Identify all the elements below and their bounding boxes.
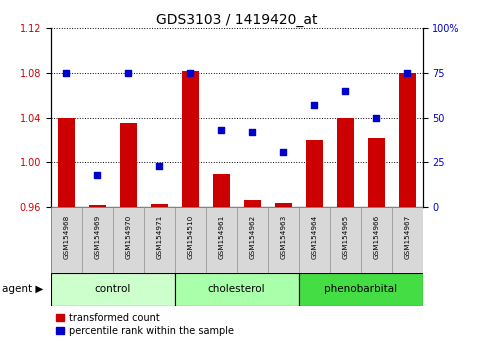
Point bbox=[279, 149, 287, 154]
Bar bbox=[329, 207, 361, 273]
Bar bbox=[57, 118, 75, 207]
Text: GSM154965: GSM154965 bbox=[342, 215, 348, 259]
Bar bbox=[151, 204, 168, 207]
Title: GDS3103 / 1419420_at: GDS3103 / 1419420_at bbox=[156, 13, 317, 27]
Bar bbox=[182, 71, 199, 207]
Text: GSM154970: GSM154970 bbox=[125, 215, 131, 259]
Bar bbox=[368, 138, 384, 207]
Point bbox=[403, 70, 411, 76]
Point bbox=[372, 115, 380, 120]
Bar bbox=[306, 140, 323, 207]
Bar bbox=[243, 200, 261, 207]
Bar bbox=[144, 207, 175, 273]
Bar bbox=[268, 207, 298, 273]
Point bbox=[93, 172, 101, 178]
Text: control: control bbox=[95, 284, 131, 295]
Bar bbox=[237, 207, 268, 273]
Text: GSM154969: GSM154969 bbox=[94, 215, 100, 259]
Text: GSM154510: GSM154510 bbox=[187, 215, 193, 259]
Bar bbox=[337, 118, 354, 207]
Point bbox=[217, 127, 225, 133]
Text: GSM154968: GSM154968 bbox=[63, 215, 69, 259]
Bar bbox=[392, 207, 423, 273]
Bar bbox=[51, 273, 175, 306]
Point bbox=[341, 88, 349, 94]
Bar bbox=[275, 202, 292, 207]
Bar bbox=[206, 207, 237, 273]
Bar bbox=[82, 207, 113, 273]
Bar bbox=[51, 207, 82, 273]
Text: phenobarbital: phenobarbital bbox=[324, 284, 397, 295]
Bar bbox=[213, 173, 230, 207]
Point bbox=[62, 70, 70, 76]
Bar bbox=[298, 207, 329, 273]
Text: GSM154967: GSM154967 bbox=[404, 215, 410, 259]
Bar bbox=[398, 73, 416, 207]
Point bbox=[124, 70, 132, 76]
Text: GSM154964: GSM154964 bbox=[311, 215, 317, 259]
Bar bbox=[175, 273, 298, 306]
Bar bbox=[113, 207, 144, 273]
Bar bbox=[175, 207, 206, 273]
Text: GSM154966: GSM154966 bbox=[373, 215, 379, 259]
Text: GSM154971: GSM154971 bbox=[156, 215, 162, 259]
Point bbox=[248, 129, 256, 135]
Point bbox=[156, 163, 163, 169]
Bar bbox=[298, 273, 423, 306]
Point bbox=[186, 70, 194, 76]
Point bbox=[310, 102, 318, 108]
Legend: transformed count, percentile rank within the sample: transformed count, percentile rank withi… bbox=[56, 313, 234, 336]
Text: GSM154961: GSM154961 bbox=[218, 215, 224, 259]
Bar bbox=[89, 205, 106, 207]
Text: GSM154963: GSM154963 bbox=[280, 215, 286, 259]
Bar bbox=[361, 207, 392, 273]
Text: GSM154962: GSM154962 bbox=[249, 215, 255, 259]
Text: agent ▶: agent ▶ bbox=[2, 284, 44, 295]
Text: cholesterol: cholesterol bbox=[208, 284, 266, 295]
Bar bbox=[120, 123, 137, 207]
